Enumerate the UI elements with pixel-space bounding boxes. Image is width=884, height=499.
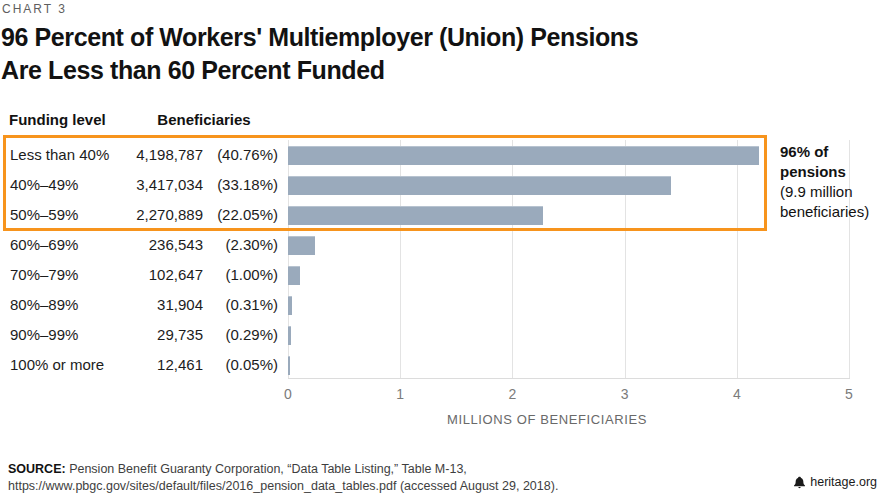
chart-title-line2: Are Less than 60 Percent Funded (1, 54, 781, 87)
column-header-funding-level: Funding level (9, 111, 106, 128)
chart-figure: CHART 3 96 Percent of Workers' Multiempl… (0, 0, 884, 499)
x-tick-label: 0 (268, 386, 308, 402)
bar (288, 266, 300, 285)
x-tick-label: 2 (492, 386, 532, 402)
highlight-box-96-percent (3, 135, 767, 231)
funding-level-cell: 80%–89% (10, 290, 78, 320)
beneficiaries-share-cell: (0.31%) (206, 290, 278, 320)
chart-title: 96 Percent of Workers' Multiemployer (Un… (1, 21, 781, 87)
source-text: Pension Benefit Guaranty Corporation, “D… (66, 462, 467, 476)
brand-site-label: heritage.org (810, 475, 877, 489)
liberty-bell-icon (793, 476, 806, 489)
callout-line1: 96% of (780, 142, 869, 162)
x-tick-label: 5 (829, 386, 869, 402)
beneficiaries-share-cell: (2.30%) (206, 230, 278, 260)
table-row: 90%–99% 29,735(0.29%) (0, 320, 285, 350)
x-axis-line (288, 378, 850, 379)
bar (288, 296, 292, 315)
callout-line4: beneficiaries) (780, 202, 869, 222)
table-row: 70%–79% 102,647(1.00%) (0, 260, 285, 290)
source-label: SOURCE: (8, 462, 66, 476)
bar (288, 356, 290, 375)
chart-number-label: CHART 3 (2, 2, 67, 16)
table-row: 80%–89% 31,904(0.31%) (0, 290, 285, 320)
beneficiaries-count-cell: 102,647 (103, 260, 203, 290)
callout-annotation: 96% of pensions (9.9 million beneficiari… (780, 142, 869, 222)
heritage-brand[interactable]: heritage.org (793, 475, 877, 489)
source-note: SOURCE: Pension Benefit Guaranty Corpora… (8, 461, 558, 494)
beneficiaries-count-cell: 236,543 (103, 230, 203, 260)
table-row: 60%–69% 236,543(2.30%) (0, 230, 285, 260)
x-tick-label: 1 (380, 386, 420, 402)
x-axis-title: MILLIONS OF BENEFICIARIES (288, 412, 806, 427)
x-tick-label: 3 (605, 386, 645, 402)
funding-level-cell: 70%–79% (10, 260, 78, 290)
callout-line2: pensions (780, 162, 869, 182)
beneficiaries-share-cell: (0.29%) (206, 320, 278, 350)
source-url[interactable]: https://www.pbgc.gov/sites/default/files… (8, 479, 558, 493)
funding-level-cell: 100% or more (10, 350, 104, 380)
beneficiaries-share-cell: (0.05%) (206, 350, 278, 380)
chart-title-line1: 96 Percent of Workers' Multiemployer (Un… (1, 21, 781, 54)
beneficiaries-count-cell: 29,735 (103, 320, 203, 350)
beneficiaries-count-cell: 12,461 (103, 350, 203, 380)
bar (288, 236, 315, 255)
funding-level-cell: 90%–99% (10, 320, 78, 350)
callout-line3: (9.9 million (780, 182, 869, 202)
funding-level-cell: 60%–69% (10, 230, 78, 260)
beneficiaries-share-cell: (1.00%) (206, 260, 278, 290)
column-header-beneficiaries: Beneficiaries (130, 111, 278, 128)
table-row: 100% or more12,461(0.05%) (0, 350, 285, 380)
beneficiaries-count-cell: 31,904 (103, 290, 203, 320)
x-tick-label: 4 (717, 386, 757, 402)
bar (288, 326, 291, 345)
